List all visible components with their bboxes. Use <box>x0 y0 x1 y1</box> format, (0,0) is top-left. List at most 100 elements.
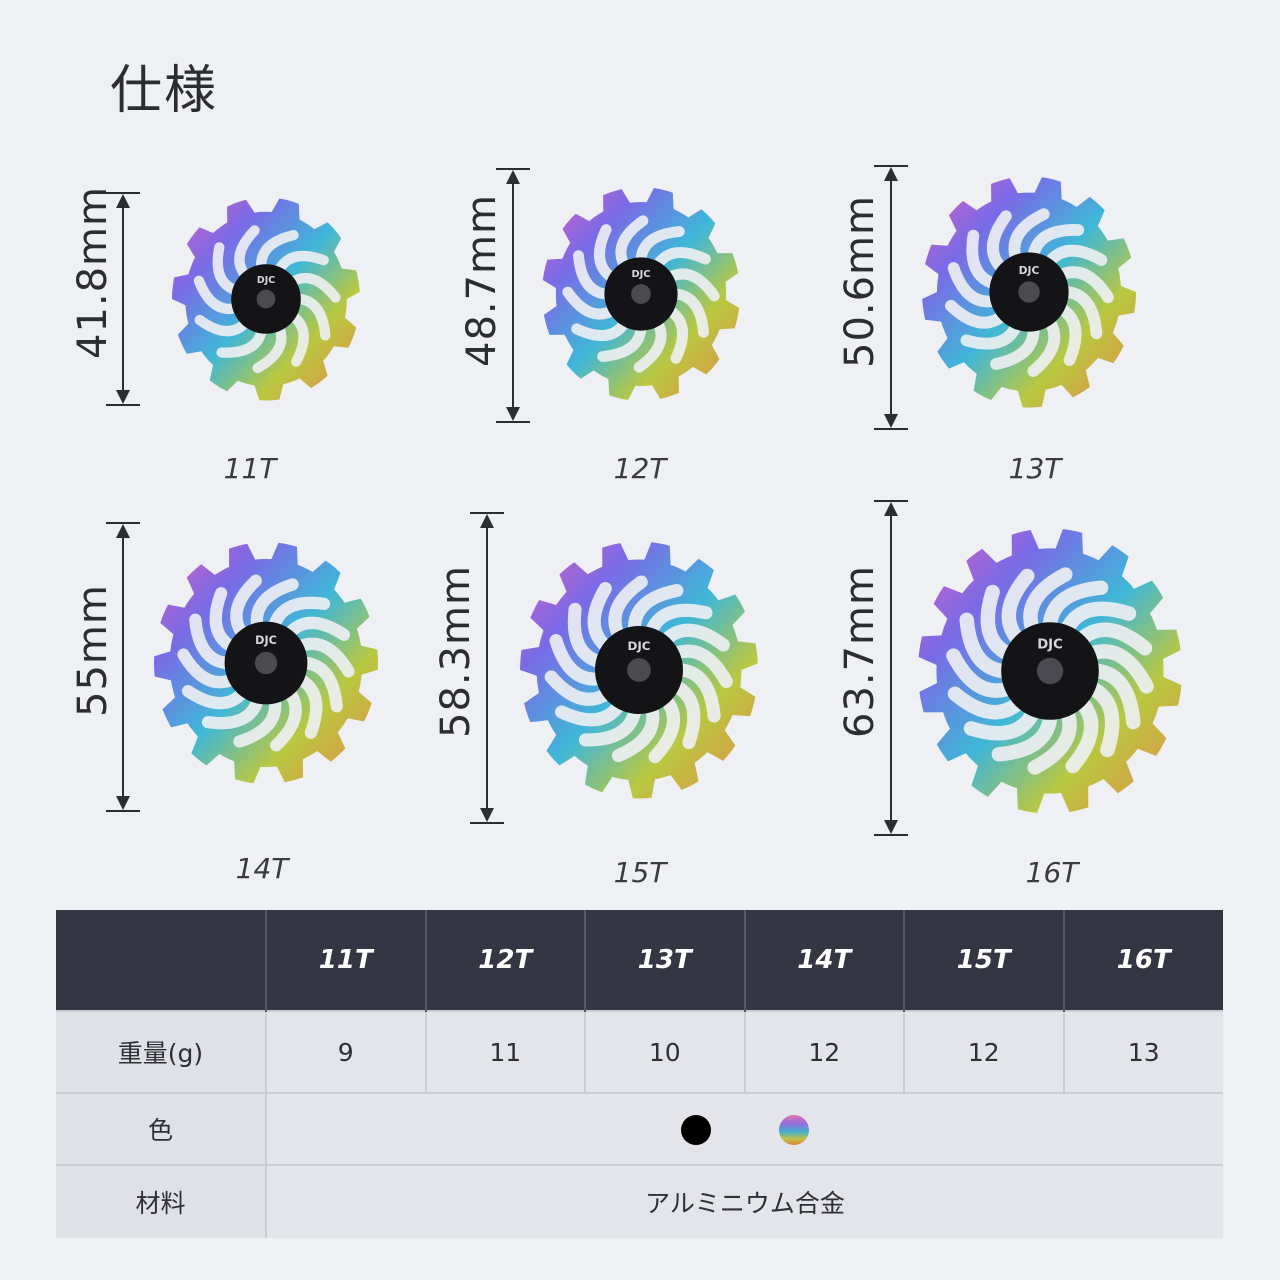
pulley-cutout <box>573 250 611 300</box>
pulley-14t-image: DJC <box>154 542 378 784</box>
pulley-cutout <box>189 613 232 670</box>
dimension-16t: 63.7mm <box>837 500 926 836</box>
pulley-cutout <box>1086 644 1154 694</box>
pulley-cutout <box>1027 317 1061 377</box>
pulley-12t-image: DJC <box>542 188 740 400</box>
pulley-cutout <box>661 623 730 652</box>
pulley-cutout <box>1001 568 1035 645</box>
page-title: 仕様 <box>110 61 219 121</box>
pulley-cutout <box>549 634 604 686</box>
teeth-label-12t: 12T <box>613 452 667 485</box>
pulley-cutout <box>627 583 684 634</box>
pulley-cutout <box>1027 224 1085 260</box>
pulley-cutout <box>1090 663 1141 730</box>
hub-logo-text: DJC <box>1037 638 1063 653</box>
pulley-cutout <box>633 319 667 373</box>
pulley-cutout <box>193 275 239 315</box>
size-label-15t: 58.3mm <box>433 565 479 738</box>
table-row-weight: 重量(g) 9 11 10 12 12 13 <box>56 1010 1223 1093</box>
dimension-12t: 48.7mm <box>459 168 548 423</box>
pulley-cutout <box>270 688 302 752</box>
dimension-14t: 55mm <box>70 522 158 812</box>
pulley-11t-image: DJC <box>172 198 360 401</box>
pulley-cutout <box>615 215 649 269</box>
weight-cell-12t: 11 <box>425 1010 586 1093</box>
pulley-cutout <box>209 587 236 652</box>
pulley-cutout <box>671 680 701 750</box>
pulley-16t-image: DJC <box>918 529 1182 813</box>
header-cell-12t: 12T <box>425 910 586 1011</box>
dimension-15t: 58.3mm <box>433 512 522 824</box>
table-row-color: 色 <box>56 1092 1223 1165</box>
pulley-cutout <box>294 293 331 341</box>
header-cell-15t: 15T <box>904 910 1065 1011</box>
black-swatch-icon <box>681 1114 712 1145</box>
pulley-cutout <box>1061 286 1103 340</box>
pulley-cutout <box>959 612 1010 679</box>
pulley-cutout <box>296 637 355 678</box>
pulley-cutout <box>608 575 648 640</box>
pulley-cutout <box>544 670 611 706</box>
table-header-row: 11T 12T 13T 14T 15T 16T <box>56 910 1223 1011</box>
pulley-axle-hole <box>631 284 651 304</box>
pulley-cutout <box>268 596 331 630</box>
hub-logo-text: DJC <box>627 639 650 653</box>
weight-cell-15t: 12 <box>904 1010 1065 1093</box>
pulley-cutout <box>648 695 681 764</box>
pulley-cutout <box>611 704 660 763</box>
pulley-15t-image: DJC <box>520 542 758 799</box>
pulley-axle-hole <box>627 658 651 682</box>
pulley-cutout <box>945 299 1007 329</box>
pulley-cutout <box>284 616 351 641</box>
pulley-cutout <box>635 226 685 264</box>
header-cell-16t: 16T <box>1063 910 1223 1011</box>
teeth-label-11t: 11T <box>223 452 277 485</box>
teeth-label-14t: 14T <box>235 852 289 885</box>
pulley-cutout <box>230 574 262 638</box>
pulley-cutout <box>587 582 612 652</box>
pulley-cutout <box>963 707 1040 741</box>
pulley-cutout <box>274 250 329 274</box>
color-label: 色 <box>56 1092 267 1165</box>
hub-logo-text: DJC <box>1019 264 1040 277</box>
pulley-cutout <box>233 696 282 748</box>
pulley-cutout <box>1057 304 1082 366</box>
teeth-label-13t: 13T <box>1008 452 1062 485</box>
pulley-13t-image: DJC <box>922 177 1136 408</box>
pulley-axle-hole <box>254 651 278 675</box>
pulley-cutout <box>567 602 604 668</box>
weight-cell-14t: 12 <box>744 1010 905 1093</box>
pulley-cutout <box>653 247 711 269</box>
pulley-cutout <box>578 706 642 747</box>
pulley-cutout <box>987 210 1012 273</box>
pulley-cutout <box>212 242 239 295</box>
pulley-cutout <box>1065 697 1099 774</box>
pulley-cutout <box>250 578 299 630</box>
pulley-cutout <box>671 288 709 338</box>
pulley-cutout <box>289 272 341 303</box>
pulley-axle-hole <box>256 289 276 309</box>
pulley-cutout <box>177 648 236 689</box>
pulley-cutout <box>289 312 309 367</box>
pulley-cutout <box>947 262 998 308</box>
pulley-cutout <box>571 319 629 341</box>
size-label-14t: 55mm <box>70 584 116 717</box>
weight-cell-16t: 13 <box>1063 1010 1223 1093</box>
pulley-cutout <box>675 663 721 723</box>
spec-table: 11T 12T 13T 14T 15T 16T 重量(g) 9 11 10 12… <box>56 910 1223 1238</box>
dimension-13t: 50.6mm <box>837 165 926 430</box>
pulley-cutout <box>1008 208 1050 262</box>
hub-logo-text: DJC <box>257 275 275 286</box>
pulley-cutout <box>562 286 616 320</box>
pulley-cutout <box>1045 244 1108 267</box>
pulley-cutout <box>990 324 1040 370</box>
table-row-material: 材料 アルミニウム合金 <box>56 1164 1223 1238</box>
size-label-13t: 50.6mm <box>837 195 883 368</box>
pulley-cutout <box>234 225 260 279</box>
pulley-cutout <box>300 656 343 713</box>
pulley-cutout <box>980 584 1014 661</box>
pulley-cutout <box>216 327 267 358</box>
header-cell-11t: 11T <box>266 910 427 1011</box>
pulley-cutout <box>1057 266 1114 304</box>
weight-label: 重量(g) <box>56 1010 267 1093</box>
